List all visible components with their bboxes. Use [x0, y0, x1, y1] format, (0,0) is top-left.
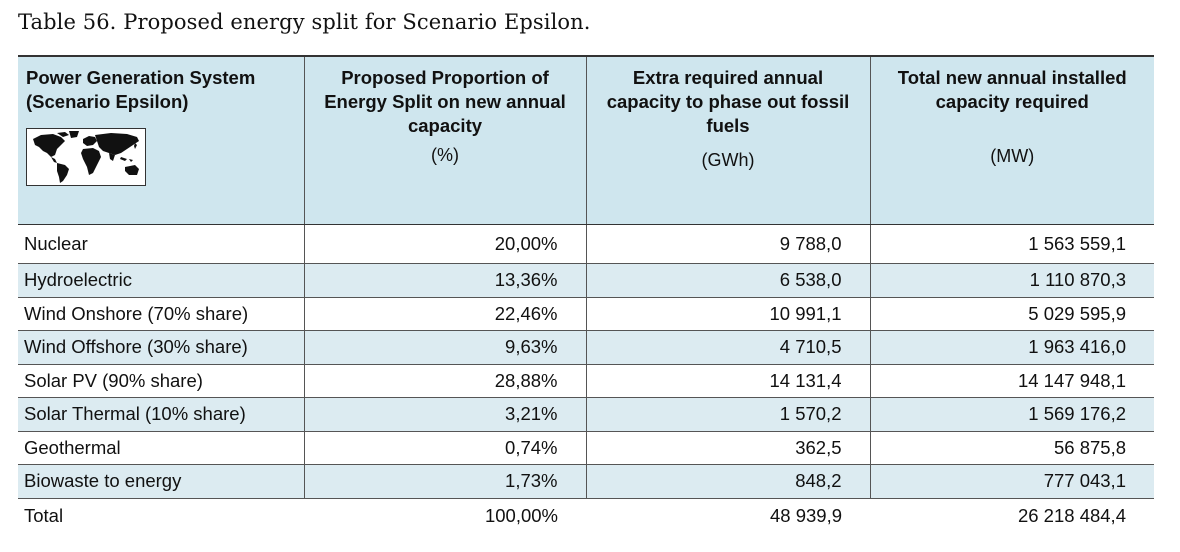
world-map-icon [26, 128, 146, 186]
row-total-installed: 14 147 948,1 [870, 364, 1154, 398]
header-col2-title: Proposed Proportion of Energy Split on n… [324, 67, 566, 136]
table-row: Wind Offshore (30% share) 9,63% 4 710,5 … [18, 330, 1154, 365]
row-proportion: 20,00% [304, 224, 587, 264]
header-col4-unit: (MW) [990, 146, 1035, 166]
row-total-installed: 56 875,8 [870, 431, 1154, 465]
table-row: Solar Thermal (10% share) 3,21% 1 570,2 … [18, 397, 1154, 432]
row-total-installed: 1 963 416,0 [870, 330, 1154, 365]
row-extra-capacity: 4 710,5 [586, 330, 871, 365]
row-total-installed: 777 043,1 [870, 464, 1154, 499]
header-col1-title: Power Generation System (Scenario Epsilo… [26, 67, 256, 112]
row-system: Solar PV (90% share) [18, 364, 305, 398]
header-col3-title: Extra required annual capacity to phase … [606, 67, 850, 136]
row-extra-capacity: 1 570,2 [586, 397, 871, 432]
row-proportion: 0,74% [304, 431, 587, 465]
table-row: Nuclear 20,00% 9 788,0 1 563 559,1 [18, 224, 1154, 264]
header-power-generation-system: Power Generation System (Scenario Epsilo… [18, 55, 305, 225]
total-label: Total [24, 504, 64, 526]
row-total-installed: 1 563 559,1 [870, 224, 1154, 264]
header-extra-required-capacity: Extra required annual capacity to phase … [586, 55, 871, 225]
row-extra-capacity: 9 788,0 [586, 224, 871, 264]
energy-split-table: Power Generation System (Scenario Epsilo… [18, 55, 1154, 533]
header-col3-unit: (GWh) [701, 150, 755, 170]
total-installed: 26 218 484,4 [1017, 504, 1126, 526]
table-row: Biowaste to energy 1,73% 848,2 777 043,1 [18, 464, 1154, 499]
row-system: Geothermal [18, 431, 305, 465]
row-extra-capacity: 848,2 [586, 464, 871, 499]
table-total-row: Total 100,00% 48 939,9 26 218 484,4 [18, 498, 1154, 533]
table-row: Wind Onshore (70% share) 22,46% 10 991,1… [18, 297, 1154, 331]
table-header-row: Power Generation System (Scenario Epsilo… [18, 55, 1154, 225]
row-total-installed: 1 569 176,2 [870, 397, 1154, 432]
row-extra-capacity: 6 538,0 [586, 263, 871, 298]
row-extra-capacity: 14 131,4 [586, 364, 871, 398]
row-proportion: 3,21% [304, 397, 587, 432]
row-extra-capacity: 10 991,1 [586, 297, 871, 331]
row-proportion: 9,63% [304, 330, 587, 365]
row-total-installed: 1 110 870,3 [870, 263, 1154, 298]
header-proposed-proportion: Proposed Proportion of Energy Split on n… [304, 55, 587, 225]
header-total-installed-capacity: Total new annual installed capacity requ… [870, 55, 1154, 225]
table-row: Geothermal 0,74% 362,5 56 875,8 [18, 431, 1154, 465]
row-system: Wind Onshore (70% share) [18, 297, 305, 331]
row-extra-capacity: 362,5 [586, 431, 871, 465]
header-col2-unit: (%) [431, 145, 459, 165]
row-proportion: 28,88% [304, 364, 587, 398]
row-system: Nuclear [18, 224, 305, 264]
row-proportion: 22,46% [304, 297, 587, 331]
table-row: Solar PV (90% share) 28,88% 14 131,4 14 … [18, 364, 1154, 398]
table-caption: Table 56. Proposed energy split for Scen… [18, 10, 591, 34]
row-system: Biowaste to energy [18, 464, 305, 499]
total-proportion: 100,00% [484, 504, 558, 526]
header-col4-title: Total new annual installed capacity requ… [897, 67, 1127, 112]
table-row: Hydroelectric 13,36% 6 538,0 1 110 870,3 [18, 263, 1154, 298]
row-total-installed: 5 029 595,9 [870, 297, 1154, 331]
row-proportion: 1,73% [304, 464, 587, 499]
total-extra-capacity: 48 939,9 [769, 504, 842, 526]
row-system: Hydroelectric [18, 263, 305, 298]
row-system: Wind Offshore (30% share) [18, 330, 305, 365]
row-proportion: 13,36% [304, 263, 587, 298]
row-system: Solar Thermal (10% share) [18, 397, 305, 432]
